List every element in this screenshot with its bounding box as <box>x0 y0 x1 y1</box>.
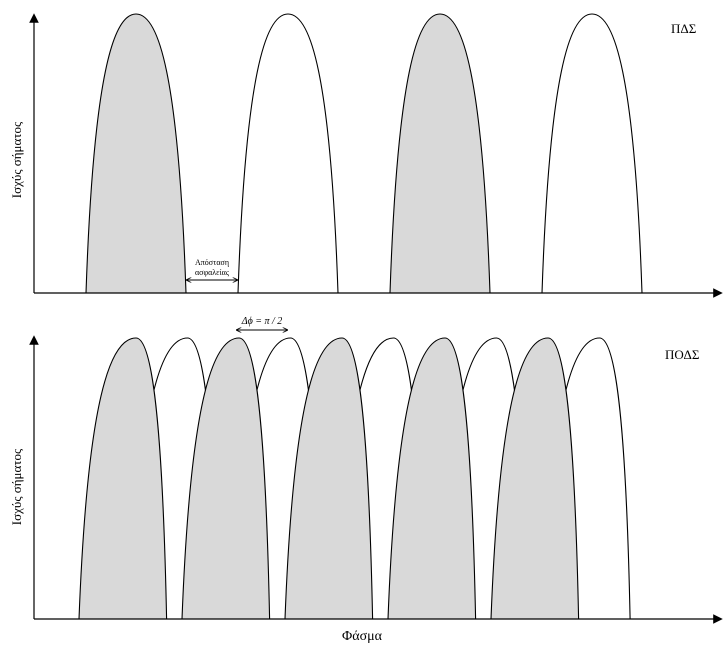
fdm-panel: ΠΔΣ Ισχύς σήματος Απόσταση ασφαλείας <box>9 13 723 298</box>
fdm-carrier-white-4 <box>541 13 643 294</box>
fdm-carriers <box>85 13 643 294</box>
ofdm-subcarrier-shaded-9 <box>490 337 580 620</box>
ofdm-subcarrier-shaded-7 <box>387 337 477 620</box>
ofdm-carriers <box>78 337 631 620</box>
ofdm-subcarrier-shaded-5 <box>284 337 374 620</box>
top-y-axis-label: Ισχύς σήματος <box>9 121 24 198</box>
subcarrier-spacing-label: Δϕ = π / 2 <box>241 316 283 327</box>
x-axis-label: Φάσμα <box>342 629 383 644</box>
fdm-carrier-white-2 <box>237 13 339 294</box>
guard-band-label-line1: Απόσταση <box>195 258 229 267</box>
fdm-carrier-shaded-3 <box>389 13 491 294</box>
bottom-y-axis-label: Ισχύς σήματος <box>9 448 24 525</box>
ofdm-subcarrier-shaded-1 <box>78 337 168 620</box>
guard-band-label-line2: ασφαλείας <box>195 268 230 277</box>
ofdm-panel: ΠΟΔΣ Ισχύς σήματος Δϕ = π / 2 Φάσμα <box>9 316 723 644</box>
fdm-label: ΠΔΣ <box>671 21 696 36</box>
fdm-carrier-shaded-1 <box>85 13 187 294</box>
ofdm-label: ΠΟΔΣ <box>665 347 699 362</box>
ofdm-subcarrier-shaded-3 <box>181 337 271 620</box>
